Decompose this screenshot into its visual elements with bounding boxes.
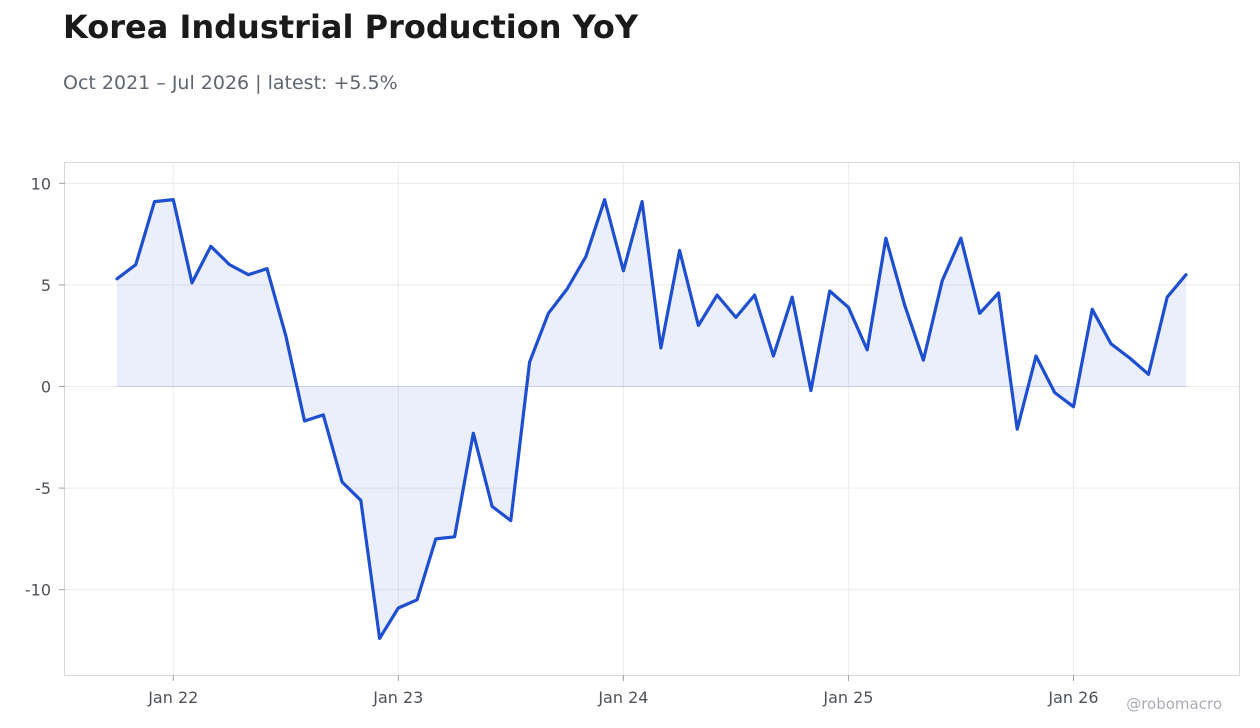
data-point <box>846 305 851 310</box>
y-tick-label: -5 <box>35 479 51 498</box>
data-point <box>1109 341 1114 346</box>
data-point <box>752 293 757 298</box>
data-point <box>396 606 401 611</box>
data-point <box>977 311 982 316</box>
data-point <box>602 197 607 202</box>
data-point <box>115 276 120 281</box>
data-point <box>921 358 926 363</box>
data-point <box>208 244 213 249</box>
data-point <box>227 262 232 267</box>
x-tick-label: Jan 25 <box>822 688 873 707</box>
data-point <box>265 266 270 271</box>
data-point <box>640 199 645 204</box>
chart-title: Korea Industrial Production YoY <box>63 8 639 46</box>
plot-frame <box>64 162 1240 676</box>
data-point <box>996 291 1001 296</box>
data-point <box>171 197 176 202</box>
area-layer <box>117 199 1186 639</box>
data-point <box>790 295 795 300</box>
data-point <box>677 248 682 253</box>
data-point <box>358 498 363 503</box>
y-tick-label: -10 <box>25 581 51 600</box>
x-tick-label: Jan 24 <box>597 688 648 707</box>
line-layer <box>115 197 1189 641</box>
data-point <box>621 268 626 273</box>
data-point <box>827 289 832 294</box>
data-point <box>808 388 813 393</box>
data-point <box>733 315 738 320</box>
data-point <box>958 236 963 241</box>
data-point <box>1090 307 1095 312</box>
data-point <box>1165 295 1170 300</box>
y-tick-label: 5 <box>41 276 51 295</box>
data-point <box>1127 356 1132 361</box>
data-point <box>152 199 157 204</box>
data-point <box>377 636 382 641</box>
data-point <box>715 293 720 298</box>
data-point <box>490 504 495 509</box>
x-axis: Jan 22 Jan 23 Jan 24 Jan 25 Jan 26 <box>147 675 1099 707</box>
data-point <box>133 262 138 267</box>
data-point <box>1052 390 1057 395</box>
data-point <box>283 333 288 338</box>
series-area <box>117 199 1186 639</box>
y-tick-label: 0 <box>41 377 51 396</box>
data-point <box>1034 354 1039 359</box>
data-point <box>1015 427 1020 432</box>
data-point <box>940 278 945 283</box>
x-tick-label: Jan 23 <box>372 688 423 707</box>
data-point <box>1146 372 1151 377</box>
data-point <box>527 360 532 365</box>
x-tick-label: Jan 22 <box>147 688 198 707</box>
data-point <box>771 354 776 359</box>
watermark: @robomacro <box>1126 695 1222 713</box>
data-point <box>415 597 420 602</box>
data-point <box>246 272 251 277</box>
data-point <box>583 254 588 259</box>
data-point <box>658 345 663 350</box>
data-point <box>865 347 870 352</box>
data-point <box>340 480 345 485</box>
y-tick-label: 10 <box>31 174 51 193</box>
chart-subtitle: Oct 2021 – Jul 2026 | latest: +5.5% <box>63 72 398 94</box>
series-line <box>115 198 1188 641</box>
data-point <box>565 287 570 292</box>
data-point <box>452 534 457 539</box>
grid-layer <box>65 163 1239 675</box>
data-point <box>321 412 326 417</box>
data-point <box>1071 404 1076 409</box>
data-point <box>883 236 888 241</box>
data-point <box>902 303 907 308</box>
data-point <box>696 323 701 328</box>
data-point <box>546 311 551 316</box>
y-axis: 10 5 0 -5 -10 <box>25 174 65 600</box>
data-point <box>471 431 476 436</box>
data-point <box>1184 272 1189 277</box>
data-point <box>190 280 195 285</box>
data-point <box>302 419 307 424</box>
data-point <box>508 518 513 523</box>
x-tick-label: Jan 26 <box>1047 688 1098 707</box>
data-point <box>433 536 438 541</box>
